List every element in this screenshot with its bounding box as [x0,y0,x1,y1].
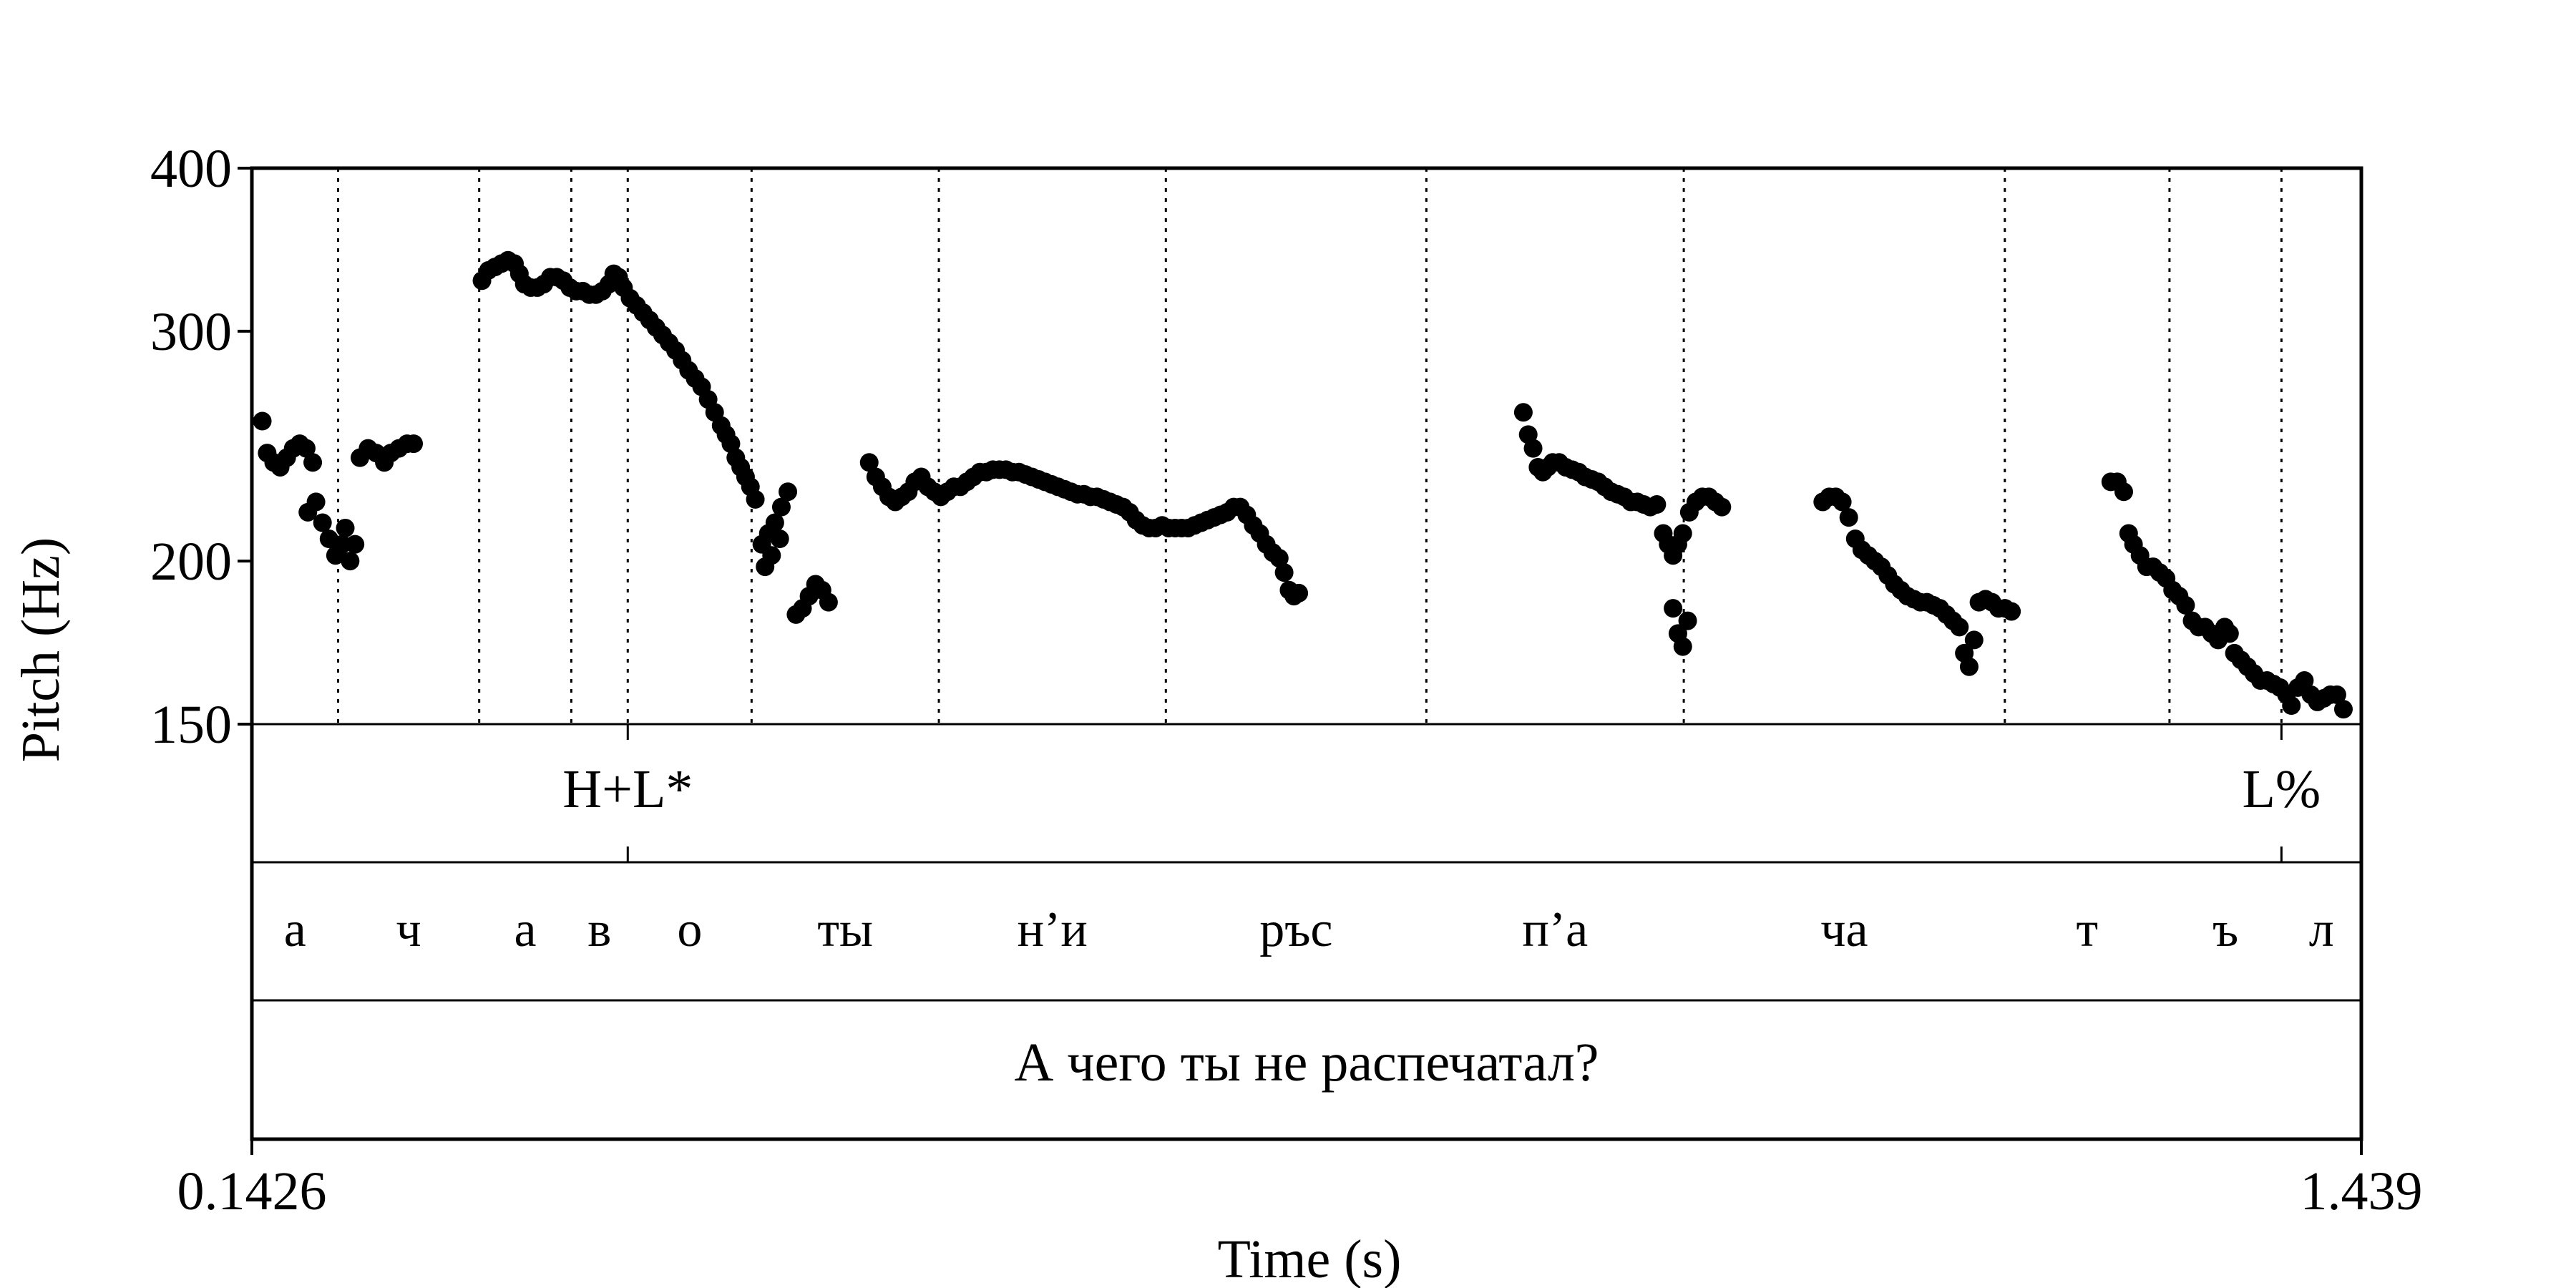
y-axis-title: Pitch (Hz) [11,537,71,762]
pitch-point [1664,599,1683,618]
y-tick-label: 400 [150,139,232,199]
segment-label: ча [1820,902,1868,957]
pitch-point [1523,439,1543,458]
x-tick-label-start: 0.1426 [177,1161,327,1221]
annotation-tiers: H+L* L%а ч а в о ты н’и ръс п’а ча т ъ л [284,724,2334,1001]
pitch-point [404,434,424,454]
pitch-point [1950,618,1969,637]
sentence-label: А чего ты не распечатал? [1015,1033,1599,1093]
segment-label: ръс [1259,902,1332,957]
pitch-point [819,592,838,612]
pitch-point [2295,671,2314,691]
tone-label: L% [2242,759,2321,819]
pitch-point [346,535,365,554]
y-tick-label: 300 [150,302,232,362]
segment-label: л [2309,902,2334,957]
pitch-point [336,518,355,537]
segment-label: о [677,902,702,957]
segment-label: п’а [1522,902,1588,957]
segment-label: н’и [1018,902,1088,957]
pitch-point [2002,602,2021,621]
pitch-point [1712,497,1732,517]
pitch-point [1673,637,1692,656]
pitch-point [765,513,784,532]
pitch-point [1839,508,1858,527]
axes: 150 200 300 400 [150,139,2363,1155]
pitch-point [303,453,323,472]
pitch-point [2333,700,2353,719]
segment-label: т [2077,902,2099,957]
pitch-point [1673,524,1692,543]
segment-label: а [284,902,306,957]
pitch-point [296,439,316,458]
segment-label: ъ [2212,902,2238,957]
pitch-point [2327,685,2346,704]
pitch-point [746,489,765,509]
pitch-point [253,411,272,431]
pitch-point [2220,624,2239,643]
pitch-point [341,552,360,571]
y-tick-label: 150 [150,695,232,755]
pitch-point [1289,583,1309,602]
pitch-point [1274,563,1294,582]
tone-label: H+L* [562,759,693,819]
pitch-point [1959,657,1979,676]
segment-label: а [514,902,536,957]
pitch-point [2114,482,2133,502]
y-tick-label: 200 [150,532,232,592]
pitch-point [779,482,798,502]
pitch-points [253,250,2353,719]
pitch-point [306,492,326,512]
segment-label: в [587,902,611,957]
pitch-point [2176,595,2195,615]
pitch-point [859,453,879,472]
pitch-point [721,434,741,454]
x-axis-title: Time (s) [1218,1229,1402,1288]
plot-frame [250,166,2363,1141]
interval-boundaries [337,168,2283,724]
pitch-point [1964,630,1984,650]
segment-label: ты [817,902,873,957]
segment-label: ч [396,902,421,957]
x-tick-label-end: 1.439 [2301,1161,2423,1221]
pitch-point [1269,549,1289,568]
pitch-point [1678,611,1697,630]
pitch-point [2282,696,2301,716]
pitch-point [1647,495,1667,514]
pitch-point [1833,492,1852,512]
pitch-point [313,513,332,532]
pitch-point [771,497,791,517]
pitch-point [329,537,348,557]
pitch-point [770,530,789,549]
pitch-point [762,546,781,565]
pitch-point [1513,403,1533,422]
